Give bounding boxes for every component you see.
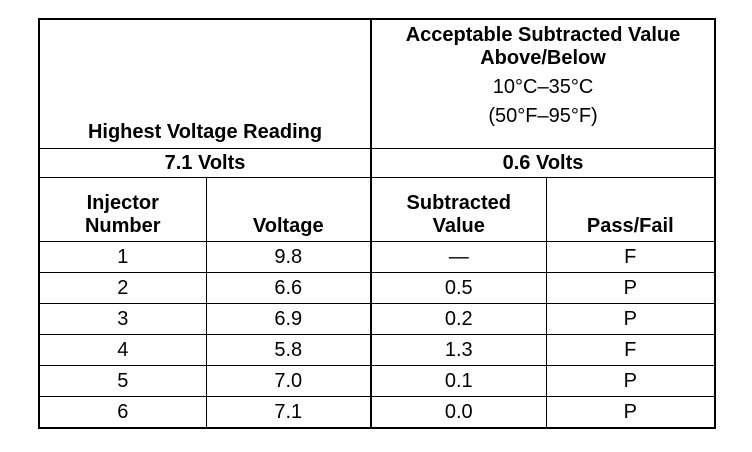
table-cell: 7.0 <box>205 365 373 397</box>
table-row: 3 6.9 0.2 P <box>38 303 716 335</box>
table-cell: 0.5 <box>370 272 547 304</box>
range-celsius: 10°C–35°C <box>492 76 594 98</box>
table-cell: 5.8 <box>205 334 373 366</box>
table-cell: 2 <box>38 272 207 304</box>
table-cell: 5 <box>38 365 207 397</box>
range-fahrenheit: (50°F–95°F) <box>488 105 598 127</box>
table-cell: 6.6 <box>205 272 373 304</box>
table-cell: P <box>545 365 716 397</box>
table-row: 2 6.6 0.5 P <box>38 272 716 304</box>
table-row: 1 9.8— F <box>38 241 716 273</box>
table-cell: F <box>545 241 716 273</box>
table-row: 4 5.8 1.3 F <box>38 334 716 366</box>
header-right: Acceptable Subtracted Value Above/Below … <box>370 18 716 149</box>
header-title: Acceptable Subtracted Value Above/Below <box>405 24 681 69</box>
table-cell: 6 <box>38 396 207 429</box>
table-cell: 7.1 <box>205 396 373 429</box>
table-cell: P <box>545 272 716 304</box>
table-cell: F <box>545 334 716 366</box>
column-header: Injector Number <box>38 177 207 242</box>
column-headers: Injector Number Voltage Subtracted Value Pa… <box>38 177 716 242</box>
highest-reading: 7.1 Volts <box>38 148 373 178</box>
column-header: Subtracted Value <box>370 177 547 242</box>
voltage-table: Highest Voltage Reading Acceptable Subtr… <box>38 18 717 429</box>
table-cell: P <box>545 303 716 335</box>
table-cell: 0.2 <box>370 303 547 335</box>
table-cell: 1 <box>38 241 207 273</box>
table-row: 6 7.1 0.0 P <box>38 396 716 429</box>
table-cell: — <box>370 241 547 273</box>
table-cell: 3 <box>38 303 207 335</box>
column-header-text: Voltage <box>252 215 324 237</box>
column-header-text: Injector Number <box>84 192 161 237</box>
table-row: 5 7.0 0.1 P <box>38 365 716 397</box>
table-cell: 1.3 <box>370 334 547 366</box>
header-left: Highest Voltage Reading <box>38 18 373 149</box>
table-cell: 9.8 <box>205 241 373 273</box>
table-cell: 6.9 <box>205 303 373 335</box>
table-cell: 0.0 <box>370 396 547 429</box>
acceptable-value: 0.6 Volts <box>370 148 716 178</box>
column-header-text: Subtracted Value <box>406 192 511 237</box>
table-cell: 0.1 <box>370 365 547 397</box>
table-cell: 4 <box>38 334 207 366</box>
table-cell: P <box>545 396 716 429</box>
column-header: Voltage <box>205 177 373 242</box>
column-header: Pass/Fail <box>545 177 716 242</box>
column-header-text: Pass/Fail <box>586 215 674 237</box>
